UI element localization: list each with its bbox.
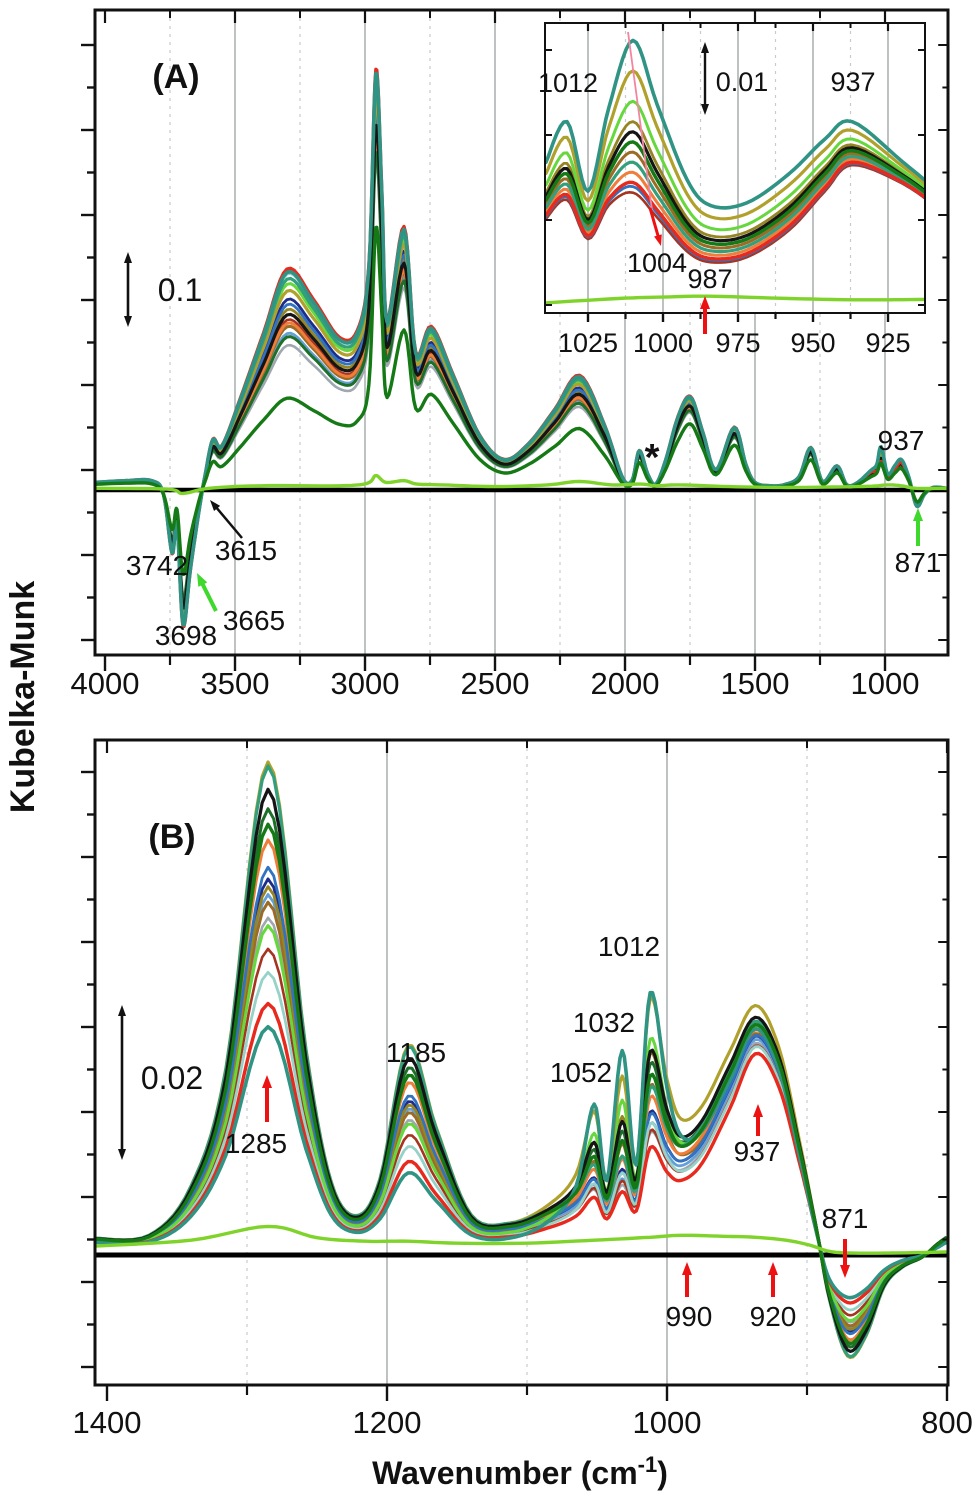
- annotation-1285: 1285: [225, 1128, 287, 1159]
- arrow-shaft: [648, 207, 660, 238]
- arrow-head: [210, 500, 221, 511]
- annotation-1052: 1052: [550, 1057, 612, 1088]
- series-forest: [545, 140, 925, 246]
- arrow-head: [118, 1005, 126, 1016]
- series-black: [95, 787, 948, 1353]
- x-tick-label-3500: 3500: [201, 666, 270, 701]
- annotation-002: 0.02: [141, 1060, 203, 1096]
- series-teal: [95, 71, 948, 627]
- arrow-head: [840, 1265, 850, 1278]
- series-orange: [545, 157, 925, 257]
- annotation-1032: 1032: [573, 1007, 635, 1038]
- series-seagreen: [545, 154, 925, 254]
- x-tick-label-3000: 3000: [331, 666, 400, 701]
- arrow-head: [654, 234, 662, 246]
- annotation-871: 871: [822, 1203, 869, 1234]
- x-tick-label-1000: 1000: [851, 666, 920, 701]
- arrow-head: [682, 1262, 692, 1275]
- annotation-1004: 1004: [627, 248, 687, 278]
- plot-border: [544, 22, 926, 314]
- series-lightgreen: [545, 99, 925, 232]
- x-tick-label-1000: 1000: [633, 328, 693, 358]
- series-brown: [545, 150, 925, 250]
- arrow-head: [197, 573, 208, 587]
- x-tick-label-1500: 1500: [721, 666, 790, 701]
- series-lime-reference: [95, 473, 948, 496]
- arrow-shaft: [627, 31, 653, 211]
- series-khaki: [95, 760, 948, 1360]
- panel-b: 1400 1200 1000 800 (B) 0.02 1285 1185 1052 1032 10…: [73, 738, 973, 1440]
- arrow-head: [262, 1075, 272, 1088]
- arrow-head: [701, 42, 709, 53]
- annotation-937: 937: [830, 67, 875, 97]
- arrow-head: [913, 508, 923, 521]
- series-red: [95, 1001, 948, 1305]
- annotation-937: 937: [878, 425, 925, 456]
- series-lime-reference: [95, 1224, 948, 1255]
- series-khaki: [545, 69, 925, 221]
- annotation-871: 871: [895, 547, 942, 578]
- annotation-1185: 1185: [386, 1037, 446, 1068]
- x-axis-title: Wavenumber (cm-1): [372, 1452, 668, 1491]
- annotation-987: 987: [687, 264, 732, 294]
- x-tick-label-2500: 2500: [461, 666, 530, 701]
- annotation-920: 920: [750, 1301, 797, 1332]
- arrow-head: [118, 1149, 126, 1160]
- panel-a: 4000 3500 3000 2500 2000 1500 1000 (A) 0.1 3742 36…: [71, 8, 950, 701]
- annotation-001: 0.01: [716, 67, 769, 97]
- arrow-head: [701, 104, 709, 115]
- annotation-3698: 3698: [155, 620, 217, 651]
- series-paleteal: [95, 970, 947, 1312]
- arrow-shaft: [199, 581, 218, 612]
- spectra-curves: [95, 760, 948, 1360]
- x-tick-label-1000: 1000: [633, 1405, 702, 1440]
- arrow-shaft: [214, 505, 243, 539]
- spectra-curves: [95, 67, 948, 629]
- x-tick-label-950: 950: [790, 328, 835, 358]
- series-lime-reference: [545, 294, 925, 305]
- x-tick-label-4000: 4000: [71, 666, 140, 701]
- x-tick-label-1025: 1025: [558, 328, 618, 358]
- series-lightgreen: [95, 924, 948, 1323]
- x-tick-label-1200: 1200: [353, 1405, 422, 1440]
- x-tick-label-975: 975: [715, 328, 760, 358]
- x-tick-label-2000: 2000: [591, 666, 660, 701]
- y-axis-title: Kubelka-Munk: [4, 581, 42, 813]
- plot-border: [93, 8, 950, 657]
- series-red: [545, 160, 925, 261]
- series-seagreen: [95, 764, 948, 1359]
- annotation-3615: 3615: [215, 535, 277, 566]
- annotation-A: (A): [152, 58, 199, 96]
- plot-border: [93, 738, 950, 1387]
- x-tick-label-925: 925: [865, 328, 910, 358]
- annotation-1012: 1012: [538, 68, 598, 98]
- annotation-: *: [645, 437, 660, 479]
- annotation-01: 0.1: [158, 272, 202, 308]
- arrow-head: [124, 316, 132, 327]
- arrow-head: [768, 1262, 778, 1275]
- annotation-937: 937: [734, 1136, 781, 1167]
- annotation-3742: 3742: [126, 550, 188, 581]
- series-teal: [95, 990, 948, 1300]
- x-tick-label-1400: 1400: [73, 1405, 142, 1440]
- annotation-990: 990: [666, 1301, 713, 1332]
- series-darkgreen: [95, 807, 948, 1349]
- annotation-B: (B): [148, 818, 195, 856]
- series-forest: [95, 822, 948, 1346]
- series-darkred: [545, 163, 925, 264]
- spectra-curves: [545, 38, 925, 305]
- x-tick-label-800: 800: [921, 1405, 973, 1440]
- axis-titles: Kubelka-Munk Wavenumber (cm-1): [4, 581, 668, 1491]
- arrow-head: [124, 252, 132, 263]
- annotation-1012: 1012: [598, 931, 660, 962]
- series-teal: [545, 38, 925, 210]
- arrow-head: [753, 1104, 763, 1117]
- annotation-3665: 3665: [223, 605, 285, 636]
- series-forest: [95, 225, 948, 576]
- arrow-head: [700, 296, 710, 309]
